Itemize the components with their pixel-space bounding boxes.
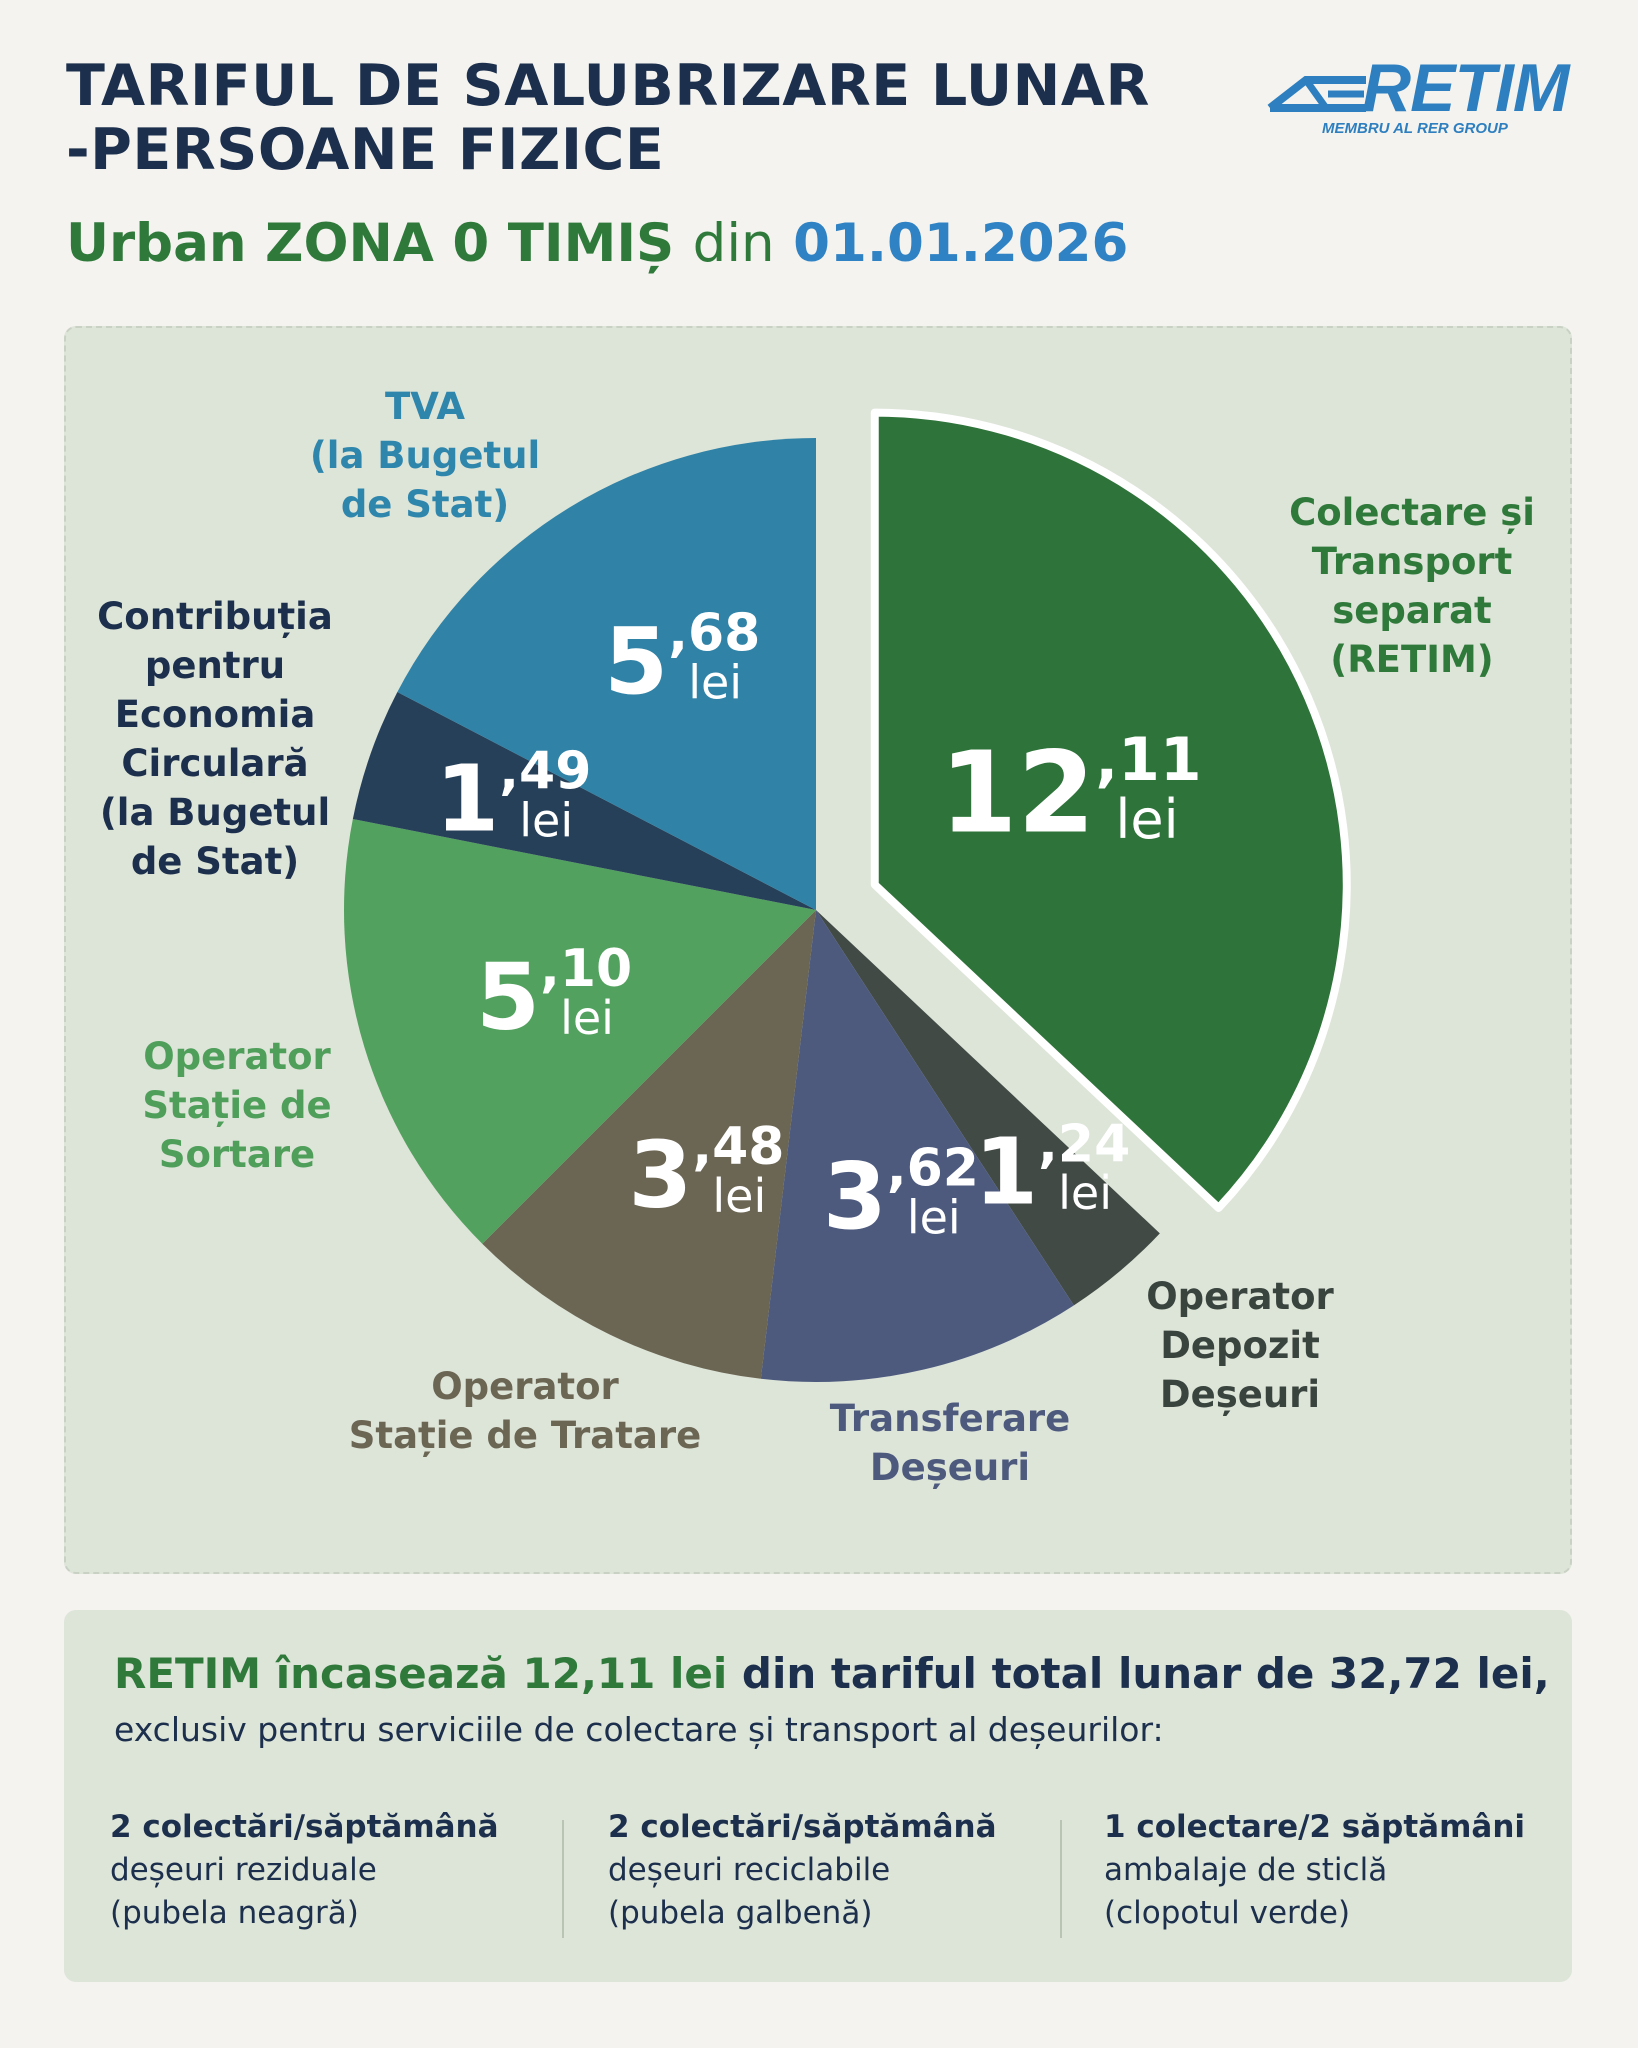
pie-slice [816,910,1160,1306]
slice-value-decimals: ,10 [540,939,632,999]
slice-value-unit: lei [1058,1166,1112,1220]
page-title: TARIFUL DE SALUBRIZARE LUNAR -PERSOANE F… [66,54,1150,182]
slice-value-integer: 1 [974,1119,1038,1226]
collection-info-glass: 1 colectare/2 săptămâni ambalaje de stic… [1104,1806,1544,1935]
waste-type: ambalaje de sticlă [1104,1852,1388,1888]
slice-value-integer: 3 [823,1143,887,1250]
slice-value-decimals: ,49 [499,741,591,801]
waste-type: deșeuri reziduale [110,1852,377,1888]
slice-value-decimals: ,11 [1095,725,1201,795]
collection-info-residual: 2 colectări/săptămână deșeuri reziduale … [110,1806,550,1935]
collection-frequency: 2 colectări/săptămână [110,1809,499,1845]
column-divider [1060,1820,1062,1938]
slice-value-integer: 1 [435,746,499,853]
pie-slice [397,438,816,910]
pie-slice [343,819,816,1244]
collection-frequency: 1 colectare/2 săptămâni [1104,1809,1526,1845]
pie-slice [870,408,1351,1212]
title-line-2: -PERSOANE FIZICE [66,117,665,183]
pie-slice [352,692,816,910]
summary-headline-total: din tariful total lunar de 32,72 lei, [741,1649,1550,1698]
retim-logo: RETIM MEMBRU AL RER GROUP [1266,50,1576,140]
slice-value-decimals: ,48 [692,1117,784,1177]
slice-label: Colectare și Transport separat (RETIM) [1289,491,1535,681]
summary-headline: RETIM încasează 12,11 lei din tariful to… [114,1646,1554,1702]
slice-value-unit: lei [688,655,742,709]
bin-type: (pubela galbenă) [608,1895,873,1931]
slice-label: Operator Stație de Tratare [348,1365,702,1457]
pie-slice [760,910,1074,1382]
slice-value-unit: lei [519,793,573,847]
title-line-1: TARIFUL DE SALUBRIZARE LUNAR [66,53,1150,119]
slice-value-integer: 5 [476,943,540,1050]
subtitle-zone: Urban ZONA 0 TIMIȘ [66,213,675,274]
summary-headline-retim: RETIM încasează 12,11 lei [114,1649,728,1698]
slice-label: Operator Depozit Deșeuri [1146,1275,1334,1416]
slice-label: Contribuția pentru Economia Circulară (l… [97,595,333,883]
column-divider [562,1820,564,1938]
logo-wordmark: RETIM [1362,50,1570,126]
slice-value-integer: 12 [940,728,1096,858]
bin-type: (pubela neagră) [110,1895,359,1931]
page-subtitle: Urban ZONA 0 TIMIȘ din 01.01.2026 [66,212,1128,276]
pie-slice [482,910,816,1379]
logo-arrow-icon [1267,76,1366,112]
slice-value-unit: lei [907,1191,961,1245]
slice-value-integer: 5 [604,608,668,715]
summary-subline: exclusiv pentru serviciile de colectare … [114,1710,1164,1749]
slice-value-unit: lei [560,991,614,1045]
summary-box: RETIM încasează 12,11 lei din tariful to… [64,1610,1572,1982]
bin-type: (clopotul verde) [1104,1895,1351,1931]
slice-label: TVA (la Bugetul de Stat) [309,385,541,526]
slice-value-decimals: ,24 [1038,1114,1130,1174]
slice-label: Transferare Deșeuri [829,1397,1071,1489]
slice-value-decimals: ,62 [887,1139,979,1199]
collection-info-recyclable: 2 colectări/săptămână deșeuri reciclabil… [608,1806,1048,1935]
slice-value-integer: 3 [628,1121,692,1228]
waste-type: deșeuri reciclabile [608,1852,891,1888]
logo-tagline: MEMBRU AL RER GROUP [1322,120,1508,137]
subtitle-date: 01.01.2026 [793,213,1129,274]
slice-value-unit: lei [712,1169,766,1223]
slice-value-unit: lei [1115,788,1178,851]
slice-value-decimals: ,68 [668,604,760,664]
collection-frequency: 2 colectări/săptămână [608,1809,997,1845]
slice-label: Operator Stație de Sortare [142,1035,332,1176]
subtitle-din: din [692,213,775,274]
